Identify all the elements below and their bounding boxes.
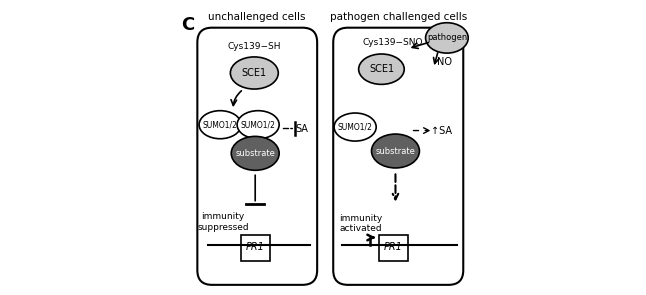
Ellipse shape (199, 111, 241, 139)
Text: NO: NO (437, 57, 452, 67)
Text: Cys139−SNO: Cys139−SNO (362, 38, 422, 47)
Text: PR1: PR1 (384, 242, 402, 252)
Text: SUMO1/2: SUMO1/2 (241, 120, 276, 129)
Text: SA: SA (295, 124, 308, 134)
Text: SCE1: SCE1 (369, 64, 394, 74)
Ellipse shape (359, 54, 404, 84)
Text: immunity
activated: immunity activated (339, 214, 382, 233)
Ellipse shape (371, 134, 419, 168)
Text: SUMO1/2: SUMO1/2 (338, 122, 373, 132)
Text: pathogen: pathogen (427, 33, 467, 42)
FancyBboxPatch shape (379, 235, 408, 261)
Text: PR1: PR1 (245, 242, 265, 252)
FancyBboxPatch shape (197, 28, 317, 285)
Text: SUMO1/2: SUMO1/2 (203, 120, 238, 129)
Text: immunity
suppressed: immunity suppressed (197, 212, 249, 232)
FancyBboxPatch shape (240, 235, 270, 261)
Text: substrate: substrate (235, 149, 275, 158)
Ellipse shape (334, 113, 376, 141)
Ellipse shape (231, 57, 278, 89)
Ellipse shape (237, 111, 279, 139)
Text: C: C (182, 16, 194, 34)
Ellipse shape (231, 136, 279, 170)
Text: ↑SA: ↑SA (431, 126, 452, 135)
Text: substrate: substrate (375, 147, 415, 155)
Text: pathogen challenged cells: pathogen challenged cells (329, 12, 467, 22)
Ellipse shape (426, 23, 468, 53)
FancyBboxPatch shape (333, 28, 463, 285)
Text: SCE1: SCE1 (242, 68, 267, 78)
Text: unchallenged cells: unchallenged cells (209, 12, 306, 22)
Text: Cys139−SH: Cys139−SH (227, 42, 281, 51)
